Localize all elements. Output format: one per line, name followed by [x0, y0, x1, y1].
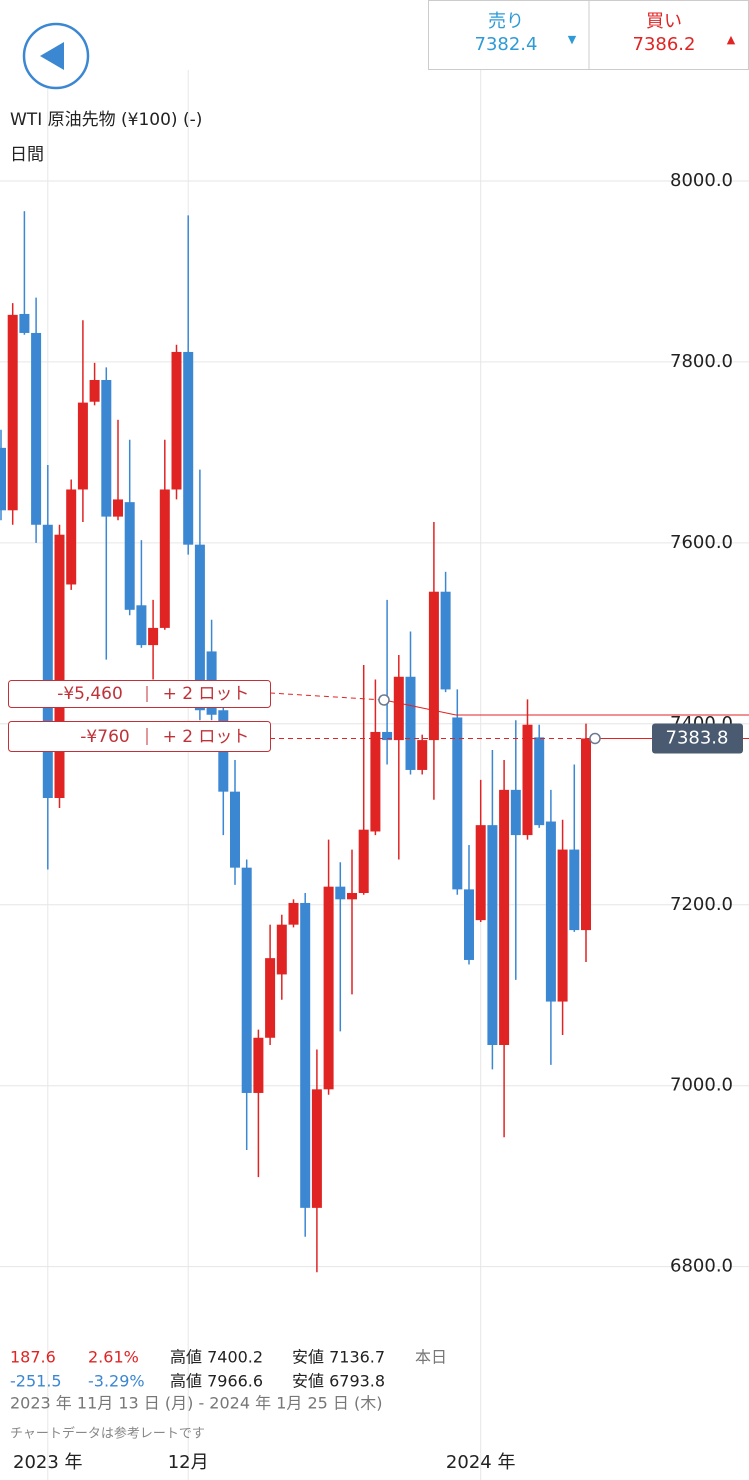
candle-body	[148, 627, 159, 646]
position-tag[interactable]: -¥760 + 2 ロット	[8, 721, 271, 752]
position-lots: + 2 ロット	[163, 727, 250, 747]
buy-arrow: ▲	[727, 33, 736, 46]
x-tick-label: 2023 年	[13, 1452, 83, 1473]
candle-body	[194, 544, 205, 711]
position-line	[269, 692, 385, 701]
position-pnl: -¥5,460	[57, 684, 123, 704]
today-percent: 2.61%	[88, 1348, 139, 1367]
x-tick-label: 2024 年	[446, 1452, 516, 1473]
candle-body	[19, 313, 30, 333]
position-pnl: -¥760	[80, 727, 129, 747]
position-tag[interactable]: -¥5,460 + 2 ロット	[8, 680, 271, 708]
buy-price: 7386.2	[633, 34, 696, 55]
candle-body	[393, 676, 404, 741]
candle-body	[288, 902, 299, 925]
candle-body	[370, 731, 381, 832]
chart-subtitle: 日間	[10, 145, 44, 165]
candle-body	[124, 502, 135, 610]
buy-label: 買い	[646, 11, 682, 32]
chart-title: WTI 原油先物 (¥100) (-)	[10, 110, 202, 130]
today-label: 本日	[415, 1348, 447, 1367]
candle-body	[475, 825, 486, 921]
candle-body	[569, 849, 580, 931]
y-tick-label: 7600.0	[670, 532, 733, 553]
position-line	[383, 699, 457, 716]
candle-body	[581, 738, 591, 931]
candle-body	[335, 886, 346, 900]
y-tick-label: 7200.0	[670, 894, 733, 915]
buy-button[interactable]: 買い 7386.2 ▲	[633, 11, 736, 55]
candle-body	[522, 724, 533, 836]
candle-body	[101, 380, 112, 517]
candle-body	[253, 1037, 264, 1093]
y-tick-label: 6800.0	[670, 1256, 733, 1277]
sell-price: 7382.4	[475, 34, 538, 55]
candle-body	[452, 717, 463, 890]
candle-body	[464, 889, 474, 960]
today-change: 187.6	[10, 1348, 56, 1367]
position-marker	[378, 694, 390, 706]
candle-body	[440, 591, 451, 690]
back-icon	[40, 42, 64, 70]
candle-body	[428, 591, 439, 741]
candle-body	[276, 924, 287, 975]
candle-body	[42, 524, 53, 798]
candle-body	[230, 791, 240, 868]
candle-body	[405, 676, 416, 770]
candle-body	[77, 402, 88, 490]
last-price-box	[652, 723, 743, 754]
candle-body	[183, 351, 194, 545]
candle-body	[510, 789, 521, 836]
candle-body	[300, 902, 311, 1208]
candle-body	[7, 314, 18, 511]
candle-body	[545, 821, 556, 1002]
candle-body	[171, 351, 182, 490]
candle-body	[54, 534, 65, 798]
candle-body	[31, 332, 42, 525]
period-percent: -3.29%	[88, 1372, 145, 1391]
candle-body	[265, 958, 276, 1038]
candle-body	[311, 1089, 322, 1208]
candle-body	[113, 499, 123, 517]
sell-button[interactable]: 売り 7382.4 ▼	[475, 11, 577, 55]
candle-body	[358, 829, 369, 893]
candle-body	[347, 893, 357, 900]
last-price-marker	[589, 732, 601, 745]
period-high: 高値 7966.6	[170, 1372, 263, 1391]
candle-body	[136, 605, 147, 646]
period-low: 安値 6793.8	[292, 1372, 385, 1391]
y-tick-label: 8000.0	[670, 170, 733, 191]
y-tick-label: 7800.0	[670, 351, 733, 372]
candle-body	[159, 489, 170, 628]
today-low: 安値 7136.7	[292, 1348, 385, 1367]
candle-body	[89, 380, 100, 402]
position-box	[8, 680, 271, 708]
candle-body	[534, 737, 545, 826]
x-tick-label: 12月	[168, 1452, 209, 1473]
sell-label: 売り	[488, 11, 524, 32]
date-range: 2023 年 11月 13 日 (月) - 2024 年 1月 25 日 (木)	[10, 1394, 382, 1413]
sell-arrow: ▼	[568, 33, 577, 46]
note: チャートデータは参考レートです	[10, 1426, 205, 1442]
position-box	[8, 721, 271, 752]
today-high: 高値 7400.2	[170, 1348, 263, 1367]
candle-body	[417, 740, 428, 770]
candle-body	[382, 731, 393, 741]
candle-body	[323, 886, 334, 1090]
period-change: -251.5	[10, 1372, 62, 1391]
last-price-label: 7383.8	[666, 727, 729, 748]
candle-body	[487, 825, 498, 1045]
candle-body	[557, 849, 568, 1002]
candle-body	[0, 447, 6, 511]
candle-body	[66, 489, 77, 585]
candle-body	[241, 867, 252, 1093]
position-lots: + 2 ロット	[163, 684, 250, 704]
candle-body	[499, 789, 510, 1045]
y-tick-label: 7000.0	[670, 1075, 733, 1096]
